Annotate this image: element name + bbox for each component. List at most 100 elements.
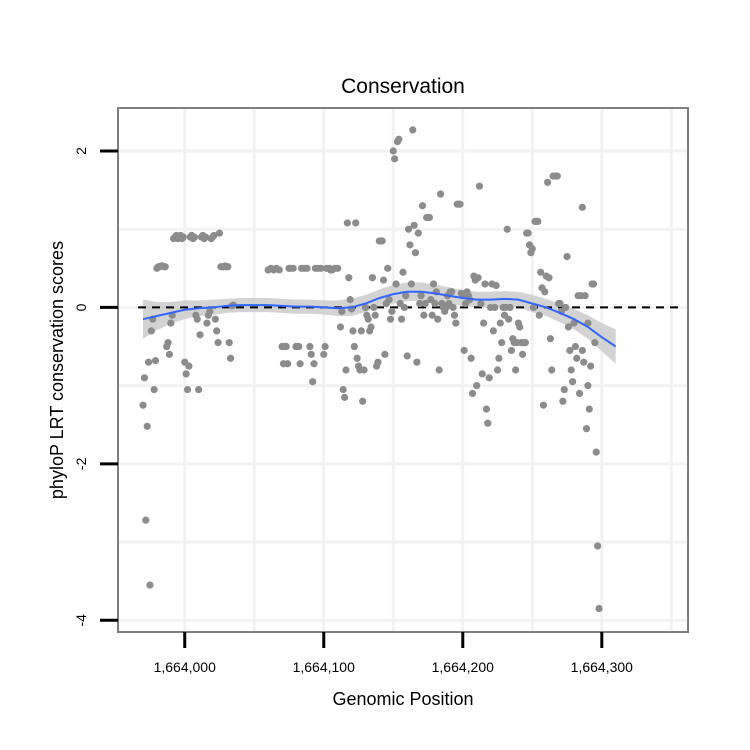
data-point [361,303,370,312]
data-point [434,315,442,323]
data-point [429,280,438,288]
data-point [142,516,150,524]
data-point [560,385,568,394]
data-point [398,315,406,323]
data-point [185,362,193,370]
y-tick-label: 0 [73,303,89,311]
data-point [582,425,591,433]
data-point [475,182,484,190]
data-point [559,397,567,405]
data-point [164,339,172,347]
data-point [144,358,153,366]
data-point [556,299,564,308]
data-point [201,233,210,241]
data-point [436,190,445,198]
data-point [594,542,602,550]
data-point [389,147,397,155]
data-point [492,281,500,290]
data-point [210,231,218,240]
data-point [521,339,529,347]
data-point [498,339,506,347]
data-point [206,307,214,315]
x-tick-label: 1,664,000 [154,659,216,675]
data-point [573,354,581,362]
data-point [484,419,492,427]
data-point [352,219,360,227]
data-point [289,264,297,272]
data-point [343,219,351,227]
data-point [150,385,158,394]
data-point [320,350,328,358]
data-point [364,315,372,323]
data-point [161,263,169,271]
data-point [541,288,549,296]
data-point [410,221,418,229]
x-tick-label: 1,664,100 [293,659,355,675]
data-point [388,307,396,315]
data-point [338,307,346,315]
data-point [295,342,303,351]
data-point [503,225,511,233]
data-point [417,292,425,300]
data-point [407,280,415,288]
data-point [165,350,174,358]
data-point [275,266,283,274]
data-point [480,319,488,327]
data-point [467,354,475,362]
data-point [566,346,574,355]
data-point [481,280,489,288]
data-point [392,280,400,288]
data-point [595,604,603,613]
data-point [537,268,545,276]
data-point [585,405,593,413]
data-point [225,339,233,347]
data-point [418,202,427,210]
data-point [575,389,584,398]
data-point [534,217,542,226]
data-point [370,303,378,312]
chart-title: Conservation [341,75,465,98]
data-point [404,225,413,233]
data-point [195,385,203,394]
data-point [524,229,532,237]
data-point [496,319,504,327]
grid-lines [118,108,688,632]
data-point [140,374,149,382]
data-point [282,342,290,351]
data-point [578,203,586,211]
data-point [518,350,527,358]
data-point [395,135,403,143]
data-point [569,378,577,386]
data-point [317,264,325,272]
data-point [167,319,175,327]
data-point [406,241,414,249]
data-point [334,264,342,272]
data-point [460,346,468,355]
data-point [359,397,367,405]
data-point [485,374,493,382]
data-point [336,323,345,331]
data-point [296,360,304,368]
data-point [477,299,485,308]
data-point [360,366,368,374]
data-point [581,292,589,300]
data-point [211,315,219,323]
data-point [182,370,190,378]
data-point [545,274,553,282]
data-point [491,303,499,312]
data-point [303,264,311,272]
data-point [411,249,420,257]
y-tick-label: -4 [73,614,89,627]
data-point [580,358,588,366]
data-point [179,233,187,241]
data-point [420,311,428,319]
data-point [578,346,586,355]
data-point [353,354,361,362]
data-point [402,292,410,300]
data-point [449,303,457,312]
data-point [452,319,460,327]
data-point [587,362,595,370]
data-point [190,233,199,241]
data-point [567,366,575,374]
